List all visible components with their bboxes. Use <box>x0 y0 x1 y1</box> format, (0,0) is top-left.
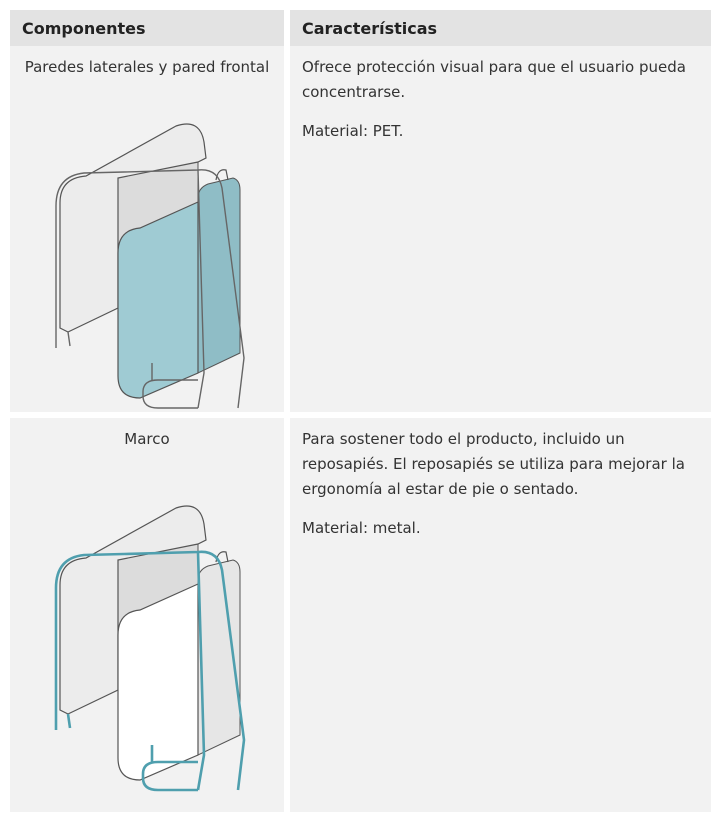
drawing-part <box>117 583 199 781</box>
drawing-part <box>59 123 207 333</box>
paragraph: Ofrece protección visual para que el usu… <box>302 58 686 101</box>
drawing-part <box>197 177 241 374</box>
description-cell: Ofrece protección visual para que el usu… <box>290 46 711 412</box>
paragraph: Material: PET. <box>302 122 404 140</box>
illustration <box>54 505 246 792</box>
drawing-part <box>123 550 246 791</box>
drawing-part <box>197 169 205 409</box>
drawing-part <box>54 552 125 730</box>
header-cell: Características <box>290 10 711 46</box>
drawing-part <box>123 169 245 409</box>
paragraph: Para sostener todo el producto, incluido… <box>302 430 685 498</box>
description-cell: Para sostener todo el producto, incluido… <box>290 418 711 812</box>
component-name: Paredes laterales y pared frontal <box>24 58 270 76</box>
drawing-part <box>55 171 125 348</box>
component-name: Marco <box>124 430 170 448</box>
drawing-part <box>142 379 198 409</box>
paragraph: Material: metal. <box>302 519 421 537</box>
component-cell: Paredes laterales y pared frontal <box>10 46 284 412</box>
drawing-part <box>59 505 207 715</box>
header-cell: Componentes <box>10 10 284 46</box>
drawing-part <box>196 551 206 791</box>
drawing-part <box>117 201 199 399</box>
component-cell: Marco <box>10 418 284 812</box>
drawing-part <box>66 713 72 729</box>
illustration <box>55 123 245 409</box>
drawing-part <box>215 169 229 181</box>
drawing-part <box>67 331 71 347</box>
drawing-part <box>141 760 198 792</box>
